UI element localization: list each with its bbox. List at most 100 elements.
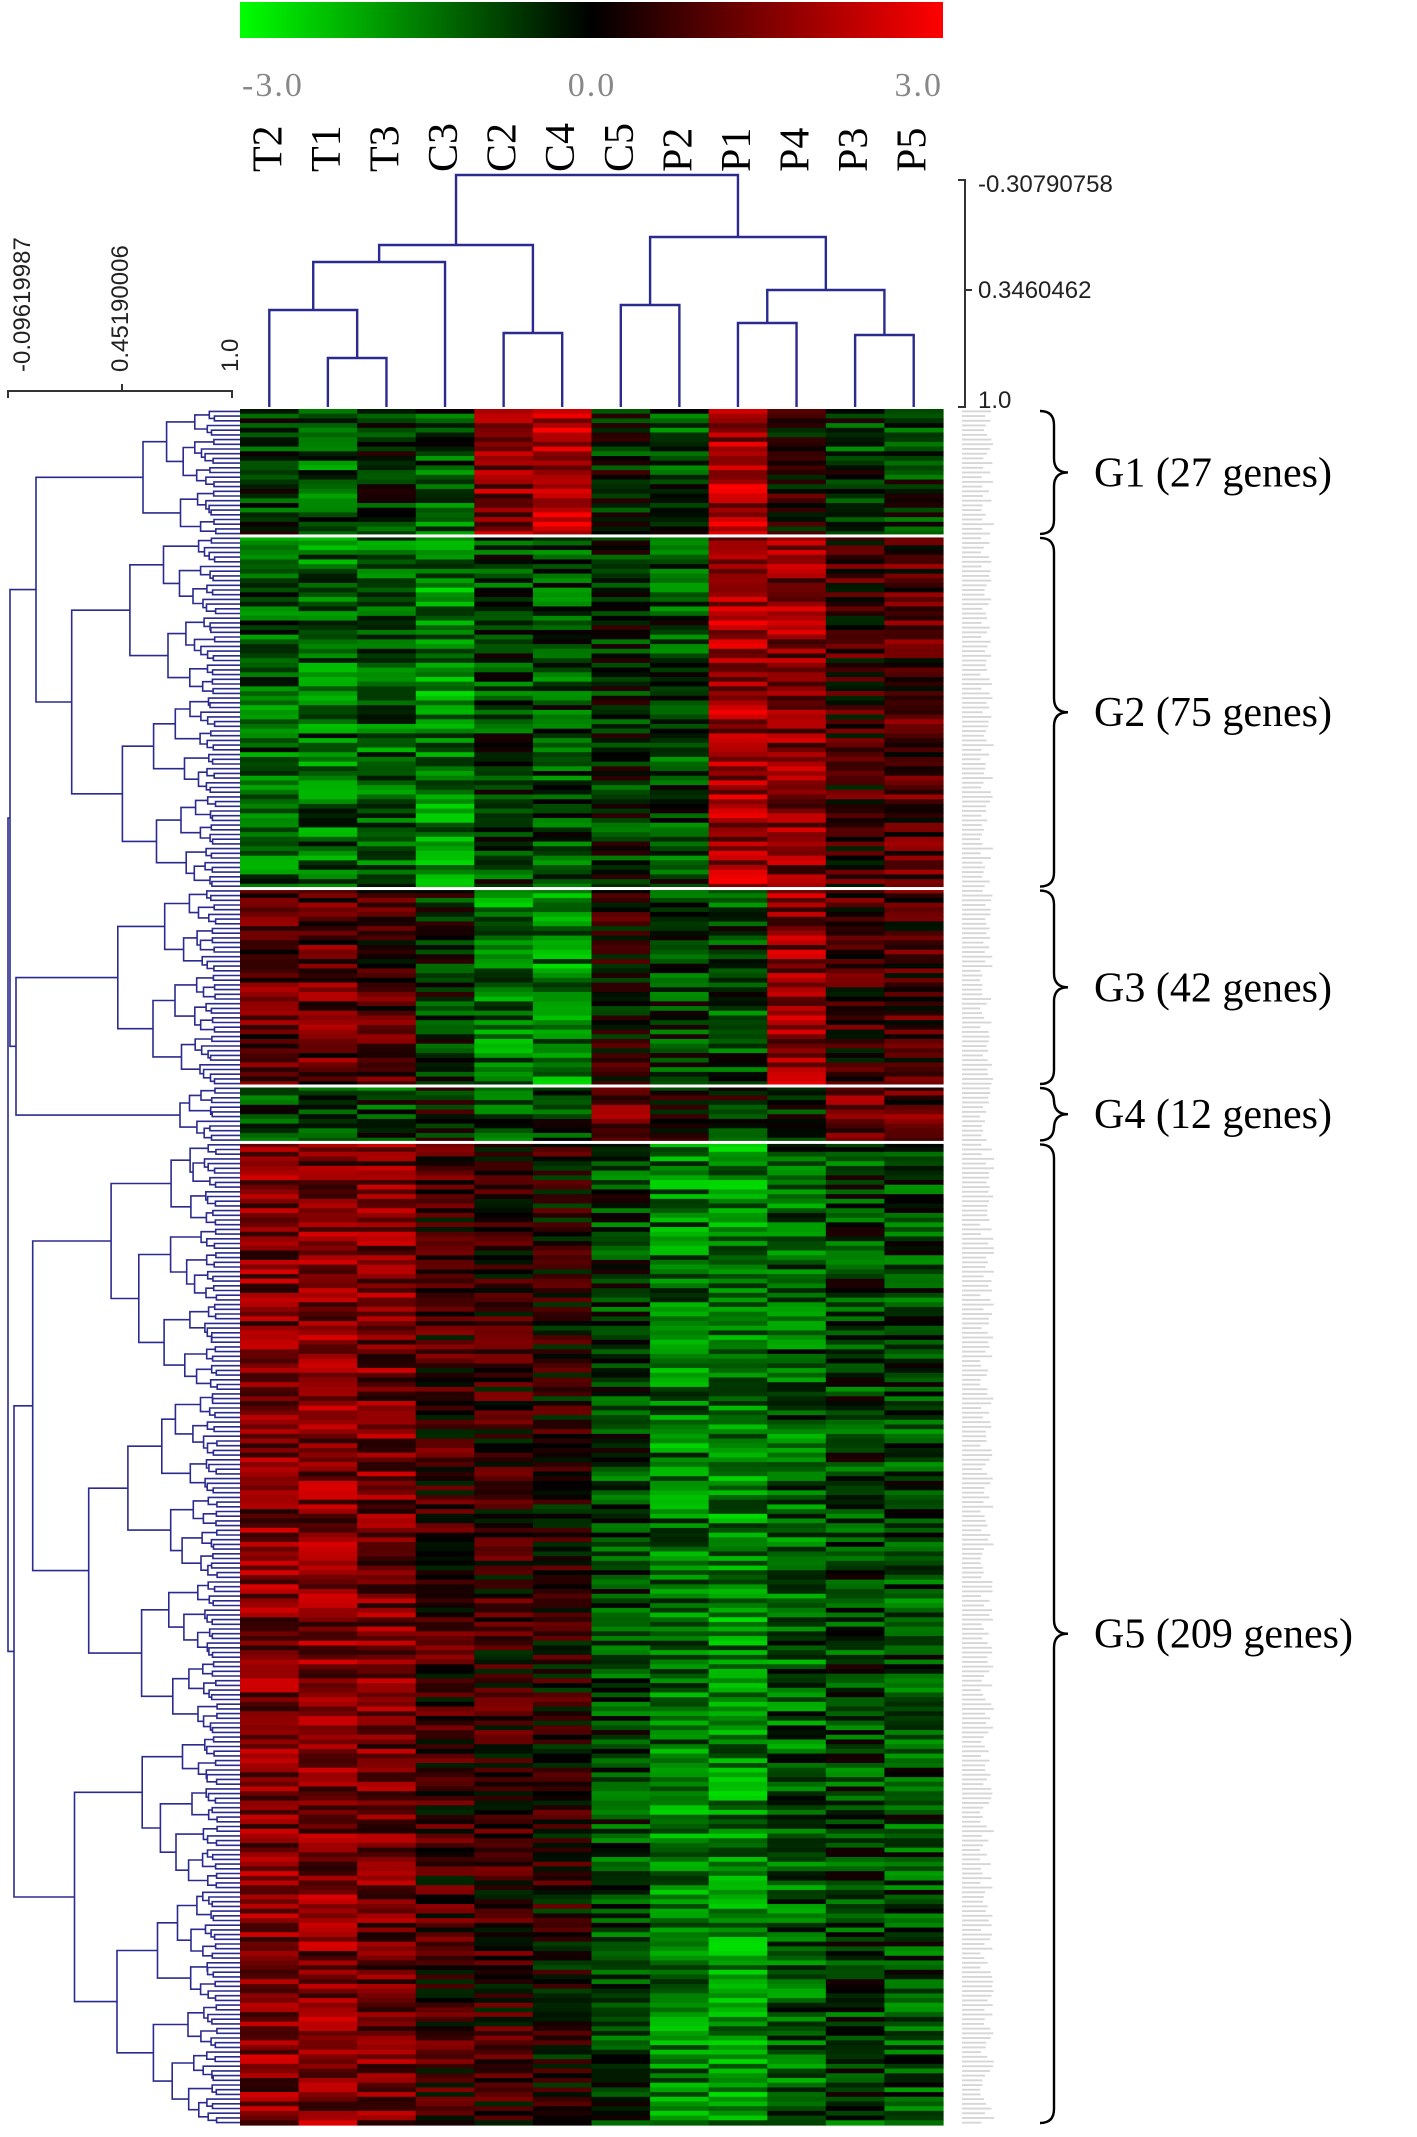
heatmap-cell [415, 874, 475, 880]
heatmap-cell [591, 427, 651, 434]
gene-id-mark [962, 1040, 989, 1043]
heatmap-cell [474, 1927, 534, 1933]
heatmap-cell [474, 620, 534, 626]
heatmap-cell [708, 860, 768, 866]
heatmap-cell [240, 686, 300, 692]
gene-id-mark [962, 471, 991, 474]
heatmap-cell [884, 1598, 944, 1604]
heatmap-cell [708, 484, 768, 490]
heatmap-cell [298, 700, 358, 706]
heatmap-cell [357, 1560, 417, 1567]
heatmap-cell [591, 728, 651, 734]
heatmap-cell [298, 1067, 358, 1073]
heatmap-cell [767, 1744, 827, 1750]
heatmap-cell [767, 1730, 827, 1736]
heatmap-cell [708, 766, 768, 772]
heatmap-cell [884, 1678, 944, 1684]
heatmap-cell [240, 1429, 300, 1435]
heatmap-cell [767, 1866, 827, 1872]
heatmap-cell [708, 648, 768, 655]
heatmap-cell [591, 1607, 651, 1614]
heatmap-cell [415, 1781, 475, 1788]
heatmap-cell [825, 1480, 886, 1487]
heatmap-cell [767, 1208, 827, 1214]
heatmap-cell [884, 1532, 944, 1538]
gene-id-mark [962, 786, 982, 789]
heatmap-cell [474, 695, 534, 702]
heatmap-cell [650, 935, 710, 941]
heatmap-cell [298, 2035, 358, 2041]
heatmap-cell [884, 441, 944, 448]
heatmap-cell [532, 1495, 593, 1501]
heatmap-cell [298, 2063, 358, 2070]
heatmap-cell [767, 1645, 827, 1651]
heatmap-cell [240, 1969, 300, 1976]
heatmap-cell [415, 587, 475, 593]
heatmap-cell [357, 1109, 417, 1115]
gene-id-mark [962, 1378, 981, 1381]
heatmap-cell [650, 1711, 710, 1717]
heatmap-cell [357, 554, 417, 561]
heatmap-cell [474, 2021, 534, 2027]
gene-id-mark [962, 678, 990, 681]
heatmap-cell [240, 832, 300, 838]
heatmap-cell [884, 503, 944, 509]
heatmap-cell [298, 1231, 358, 1238]
heatmap-cell [884, 1593, 944, 1600]
heatmap-cell [298, 1020, 358, 1026]
heatmap-cell [591, 1673, 651, 1679]
heatmap-cell [650, 897, 710, 904]
row-dendrogram-link [187, 1859, 208, 1882]
heatmap-cell [884, 1344, 944, 1350]
heatmap-cell [532, 996, 593, 1002]
gene-id-mark [962, 1195, 994, 1198]
heatmap-cell [474, 554, 534, 561]
heatmap-cell [708, 709, 768, 716]
heatmap-cell [298, 1786, 358, 1792]
heatmap-cell [415, 1777, 475, 1783]
heatmap-cell [415, 1979, 475, 1985]
heatmap-cell [591, 818, 651, 824]
heatmap-cell [650, 573, 710, 579]
heatmap-cell [825, 559, 886, 565]
row-dendrogram-link [209, 702, 240, 709]
heatmap-cell [357, 597, 417, 603]
heatmap-cell [884, 1269, 944, 1275]
heatmap-cell [884, 1429, 944, 1435]
heatmap-cell [298, 1034, 358, 1040]
heatmap-cell [415, 1570, 475, 1576]
gene-id-mark [962, 993, 983, 996]
heatmap-cell [708, 568, 768, 575]
heatmap-cell [825, 568, 886, 575]
gene-id-mark [962, 645, 988, 648]
heatmap-cell [884, 1448, 944, 1454]
heatmap-cell [825, 1283, 886, 1289]
heatmap-cell [884, 1814, 944, 1821]
heatmap-cell [825, 907, 886, 913]
heatmap-cell [884, 846, 944, 852]
heatmap-cell [825, 1321, 886, 1327]
heatmap-cell [825, 1875, 886, 1882]
heatmap-cell [240, 1880, 300, 1886]
heatmap-cell [357, 1368, 417, 1374]
row-dendrogram-link [211, 678, 240, 685]
heatmap-cell [474, 1485, 534, 1491]
heatmap-cell [591, 1871, 651, 1877]
heatmap-cell [415, 1640, 475, 1647]
heatmap-cell [532, 1936, 593, 1943]
heatmap-cell [240, 672, 300, 678]
heatmap-cell [240, 639, 300, 645]
heatmap-cell [884, 1062, 944, 1068]
heatmap-cell [415, 1621, 475, 1628]
heatmap-cell [415, 474, 475, 481]
heatmap-cell [650, 846, 710, 852]
heatmap-cell [825, 1687, 886, 1694]
heatmap-cell [298, 982, 358, 988]
heatmap-cell [825, 1715, 886, 1722]
heatmap-cell [884, 559, 944, 565]
heatmap-cell [767, 2049, 827, 2056]
heatmap-cell [415, 1034, 475, 1040]
heatmap-cell [240, 1556, 300, 1562]
heatmap-cell [415, 1086, 475, 1092]
heatmap-cell [591, 1250, 651, 1256]
